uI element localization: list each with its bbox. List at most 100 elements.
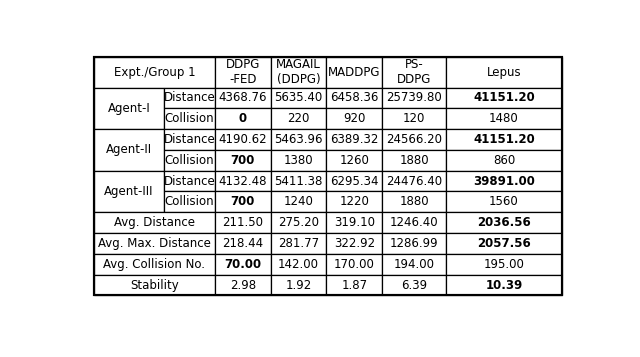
Text: 4190.62: 4190.62	[218, 133, 267, 146]
Bar	[326, 87, 382, 108]
Bar	[382, 191, 446, 212]
Bar	[94, 57, 215, 87]
Text: 4132.48: 4132.48	[218, 175, 267, 187]
Bar	[382, 87, 446, 108]
Bar	[382, 150, 446, 171]
Text: 4368.76: 4368.76	[218, 91, 267, 104]
Bar	[164, 171, 215, 191]
Bar	[446, 129, 562, 150]
Bar	[446, 57, 562, 87]
Text: 1.92: 1.92	[285, 278, 312, 292]
Bar	[326, 108, 382, 129]
Bar	[326, 57, 382, 87]
Text: 1286.99: 1286.99	[390, 237, 438, 250]
Bar	[446, 275, 562, 295]
Bar	[215, 150, 271, 171]
Text: 39891.00: 39891.00	[473, 175, 535, 187]
Text: 24566.20: 24566.20	[386, 133, 442, 146]
Text: 6295.34: 6295.34	[330, 175, 379, 187]
Text: 6458.36: 6458.36	[330, 91, 378, 104]
Bar	[94, 275, 215, 295]
Text: Collision: Collision	[164, 112, 214, 125]
Text: 25739.80: 25739.80	[386, 91, 442, 104]
Bar	[215, 171, 271, 191]
Text: 5635.40: 5635.40	[275, 91, 323, 104]
Text: 700: 700	[230, 195, 255, 208]
Text: Agent-I: Agent-I	[108, 102, 150, 115]
Bar	[446, 212, 562, 233]
Bar	[382, 129, 446, 150]
Text: Lepus: Lepus	[486, 66, 521, 79]
Bar	[382, 233, 446, 254]
Bar	[326, 171, 382, 191]
Bar	[94, 129, 164, 171]
Bar	[271, 150, 326, 171]
Bar	[215, 129, 271, 150]
Text: 1880: 1880	[399, 195, 429, 208]
Text: 1220: 1220	[339, 195, 369, 208]
Text: 322.92: 322.92	[334, 237, 375, 250]
Text: 142.00: 142.00	[278, 258, 319, 271]
Bar	[94, 233, 215, 254]
Text: 195.00: 195.00	[483, 258, 524, 271]
Text: 6389.32: 6389.32	[330, 133, 378, 146]
Bar	[215, 57, 271, 87]
Bar	[271, 57, 326, 87]
Text: 700: 700	[230, 154, 255, 167]
Bar	[94, 171, 164, 212]
Text: Expt./Group 1: Expt./Group 1	[113, 66, 195, 79]
Bar	[164, 191, 215, 212]
Bar	[215, 254, 271, 275]
Text: 1.87: 1.87	[341, 278, 367, 292]
Bar	[164, 150, 215, 171]
Text: Distance: Distance	[163, 91, 215, 104]
Text: 41151.20: 41151.20	[473, 91, 535, 104]
Bar	[382, 254, 446, 275]
Bar	[326, 233, 382, 254]
Text: 120: 120	[403, 112, 425, 125]
Bar	[326, 275, 382, 295]
Text: 275.20: 275.20	[278, 216, 319, 229]
Bar	[271, 191, 326, 212]
Bar	[215, 108, 271, 129]
Text: 1240: 1240	[284, 195, 314, 208]
Text: PS-
DDPG: PS- DDPG	[397, 58, 431, 86]
Text: 24476.40: 24476.40	[386, 175, 442, 187]
Text: 220: 220	[287, 112, 310, 125]
Text: 2.98: 2.98	[230, 278, 256, 292]
Text: Agent-II: Agent-II	[106, 144, 152, 156]
Text: 218.44: 218.44	[222, 237, 263, 250]
Text: 281.77: 281.77	[278, 237, 319, 250]
Bar	[382, 57, 446, 87]
Text: 1880: 1880	[399, 154, 429, 167]
Bar	[326, 150, 382, 171]
Bar	[271, 275, 326, 295]
Bar	[326, 254, 382, 275]
Bar	[215, 275, 271, 295]
Bar	[94, 87, 164, 129]
Bar	[382, 171, 446, 191]
Bar	[215, 87, 271, 108]
Text: 1380: 1380	[284, 154, 314, 167]
Bar	[271, 129, 326, 150]
Text: Avg. Distance: Avg. Distance	[114, 216, 195, 229]
Text: 319.10: 319.10	[334, 216, 375, 229]
Bar	[215, 212, 271, 233]
Bar	[446, 254, 562, 275]
Text: 5463.96: 5463.96	[275, 133, 323, 146]
Text: 1260: 1260	[339, 154, 369, 167]
Text: 6.39: 6.39	[401, 278, 427, 292]
Bar	[94, 57, 562, 295]
Text: MAGAIL
(DDPG): MAGAIL (DDPG)	[276, 58, 321, 86]
Text: 5411.38: 5411.38	[275, 175, 323, 187]
Bar	[446, 150, 562, 171]
Bar	[382, 275, 446, 295]
Bar	[164, 129, 215, 150]
Bar	[215, 233, 271, 254]
Bar	[271, 212, 326, 233]
Text: 2057.56: 2057.56	[477, 237, 531, 250]
Text: Collision: Collision	[164, 195, 214, 208]
Bar	[271, 254, 326, 275]
Bar	[94, 57, 562, 295]
Bar	[446, 171, 562, 191]
